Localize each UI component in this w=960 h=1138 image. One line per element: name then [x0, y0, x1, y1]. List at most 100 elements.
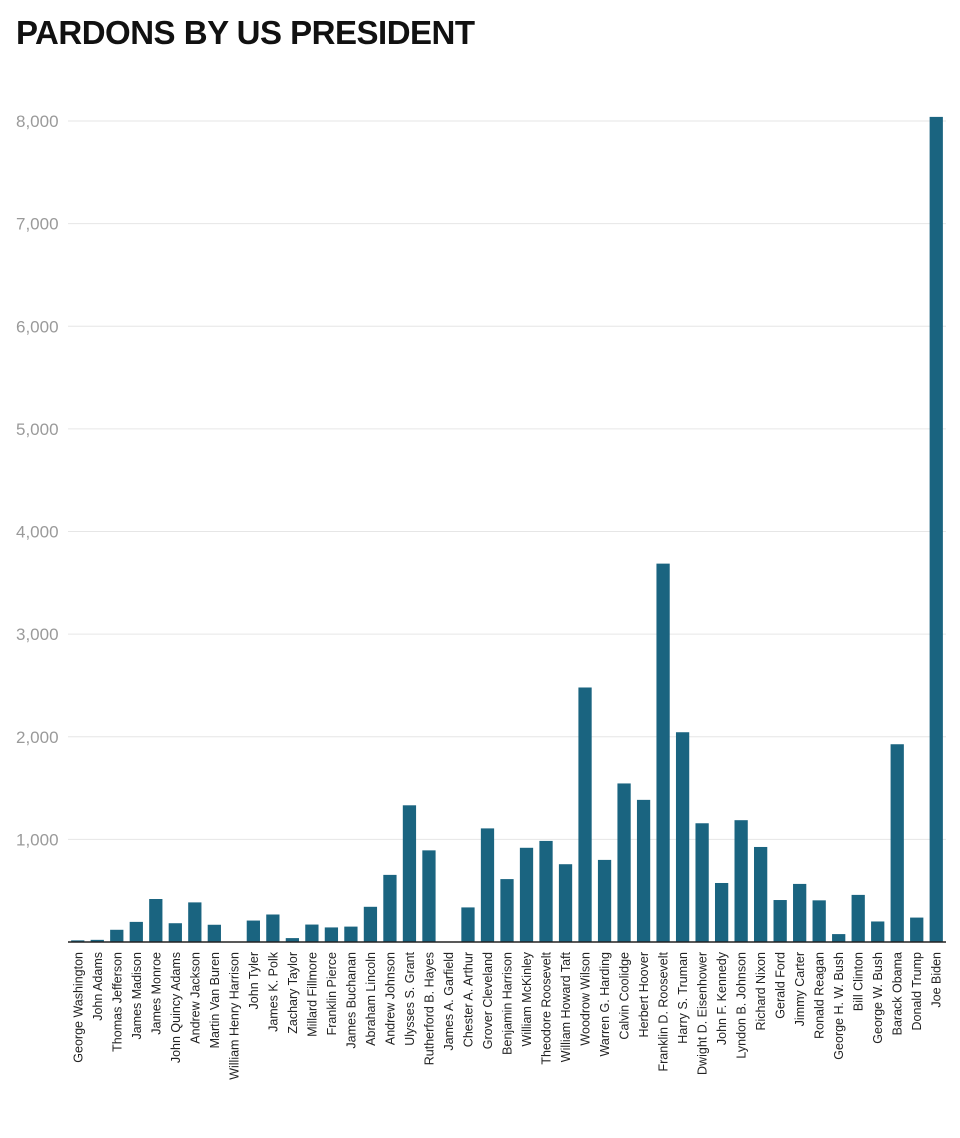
x-tick-label: Theodore Roosevelt [540, 951, 554, 1064]
y-tick-label: 7,000 [16, 215, 59, 234]
x-tick-label: Millard Fillmore [305, 952, 319, 1037]
y-tick-label: 4,000 [16, 523, 59, 542]
bar [617, 783, 631, 942]
bars [71, 116, 943, 942]
x-tick-label: Gerald Ford [774, 952, 788, 1019]
bar [656, 563, 670, 942]
x-tick-label: George H. W. Bush [832, 952, 846, 1060]
x-tick-label: Andrew Johnson [383, 952, 397, 1045]
x-tick-label: Woodrow Wilson [579, 952, 593, 1046]
bar [324, 927, 339, 942]
x-tick-label: Benjamin Harrison [501, 952, 515, 1055]
x-tick-label: Andrew Jackson [188, 952, 202, 1044]
bar [851, 894, 865, 942]
bar [871, 921, 885, 942]
x-tick-label: Dwight D. Eisenhower [696, 952, 710, 1075]
x-tick-label: Ulysses S. Grant [403, 951, 417, 1045]
y-tick-label: 5,000 [16, 420, 59, 439]
x-tick-label: James A. Garfield [442, 952, 456, 1051]
bar [734, 820, 748, 942]
x-tick-label: James Madison [130, 952, 144, 1040]
bar [714, 882, 729, 942]
bar [910, 917, 924, 942]
x-tick-label: Martin Van Buren [208, 952, 222, 1048]
bar [539, 840, 553, 942]
bar [793, 883, 807, 942]
bar [812, 900, 826, 942]
bar [422, 850, 436, 942]
x-tick-label: Ronald Reagan [813, 952, 827, 1039]
bar [168, 923, 182, 942]
x-tick-label: Bill Clinton [852, 952, 866, 1011]
x-tick-label: Donald Trump [910, 952, 924, 1031]
y-tick-label: 6,000 [16, 317, 59, 336]
x-tick-label: James Buchanan [344, 952, 358, 1049]
x-tick-label: James Monroe [149, 952, 163, 1035]
x-tick-label: George Washington [71, 952, 85, 1063]
bar [383, 874, 397, 942]
x-tick-label: George W. Bush [871, 952, 885, 1044]
gridlines [68, 120, 946, 840]
bar [754, 846, 768, 942]
y-axis-ticks: 1,000 2,000 3,000 4,000 5,000 6,000 7,000 8,000 [16, 112, 59, 849]
bar [71, 940, 85, 942]
x-tick-label: Rutherford B. Hayes [422, 952, 436, 1065]
x-tick-label: William McKinley [520, 951, 534, 1046]
bar [461, 907, 475, 942]
bar [207, 924, 221, 942]
x-tick-label: William Howard Taft [559, 951, 573, 1062]
bar [578, 687, 592, 942]
y-tick-label: 1,000 [16, 830, 59, 849]
y-tick-label: 8,000 [16, 112, 59, 131]
x-tick-label: Joe Biden [930, 952, 944, 1008]
bar [305, 924, 319, 942]
bar [402, 805, 417, 942]
x-tick-label: Grover Cleveland [481, 952, 495, 1049]
x-tick-label: Herbert Hoover [637, 952, 651, 1037]
bar [675, 732, 690, 942]
x-tick-label: Franklin Pierce [325, 952, 339, 1035]
x-tick-label: John Tyler [247, 952, 261, 1009]
bar [90, 939, 104, 942]
bar [188, 902, 202, 942]
bar [500, 879, 514, 942]
y-tick-label: 2,000 [16, 728, 59, 747]
x-tick-label: James K. Polk [266, 951, 280, 1032]
x-tick-label: Zachary Taylor [286, 952, 300, 1034]
x-axis-ticks: George Washington John Adams Thomas Jeffer… [71, 951, 943, 1080]
x-tick-label: John Quincy Adams [169, 952, 183, 1063]
x-tick-label: Barack Obama [891, 952, 905, 1035]
bar [110, 929, 124, 942]
x-tick-label: John Adams [91, 952, 105, 1021]
x-tick-label: Warren G. Harding [598, 952, 612, 1056]
x-tick-label: Abraham Lincoln [364, 952, 378, 1046]
bar [246, 920, 260, 942]
bar [832, 934, 846, 942]
bar [558, 864, 573, 942]
bar [363, 906, 378, 942]
x-tick-label: Jimmy Carter [793, 952, 807, 1026]
bar [519, 847, 534, 942]
bar [344, 926, 358, 942]
x-tick-label: Calvin Coolidge [618, 952, 632, 1040]
x-tick-label: William Henry Harrison [227, 952, 241, 1080]
bar [480, 828, 495, 942]
bar [890, 744, 904, 942]
chart-title: PARDONS BY US PRESIDENT [16, 14, 475, 51]
x-tick-label: Harry S. Truman [676, 952, 690, 1044]
x-tick-label: Thomas Jefferson [110, 952, 124, 1052]
bar [266, 914, 280, 942]
y-tick-label: 3,000 [16, 625, 59, 644]
x-tick-label: John F. Kennedy [715, 951, 729, 1045]
bar [597, 859, 612, 942]
bar [285, 938, 300, 942]
bar [773, 900, 787, 942]
bar [695, 823, 709, 942]
bar [636, 799, 651, 942]
bar [129, 921, 143, 942]
x-tick-label: Franklin D. Roosevelt [657, 951, 671, 1071]
bar [149, 899, 163, 942]
x-tick-label: Richard Nixon [754, 952, 768, 1031]
x-tick-label: Chester A. Arthur [461, 952, 475, 1047]
